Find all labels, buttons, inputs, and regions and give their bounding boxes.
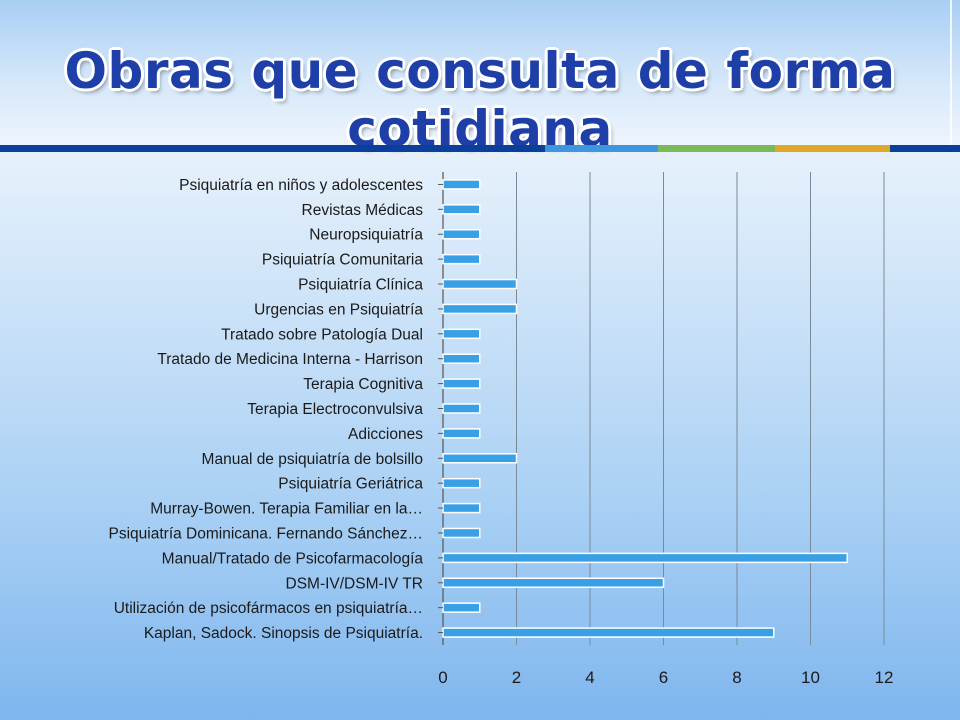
category-label: Adicciones: [348, 426, 423, 443]
bar: [442, 502, 481, 514]
x-tick-label: 8: [732, 668, 741, 687]
band-segment: [658, 145, 775, 152]
x-tick-label: 0: [438, 668, 447, 687]
bar: [442, 602, 481, 613]
bar: [442, 577, 665, 589]
category-label: Tratado de Medicina Interna - Harrison: [157, 351, 423, 368]
bar: [442, 228, 481, 240]
category-label: Psiquiatría Geriátrica: [278, 476, 423, 493]
category-label: Kaplan, Sadock. Sinopsis de Psiquiatría.: [144, 625, 423, 642]
band-segment: [775, 145, 890, 152]
header-edge-line: [950, 0, 952, 145]
x-tick-label: 6: [659, 668, 668, 687]
bar: [442, 278, 518, 290]
x-tick-labels: 0 2 4 6 8 10 12: [438, 668, 893, 687]
category-label: Revistas Médicas: [302, 202, 424, 219]
band-segment: [545, 145, 658, 152]
category-label: Psiquiatría en niños y adolescentes: [179, 177, 423, 194]
category-label: Urgencias en Psiquiatría: [254, 301, 423, 318]
slide-header: [0, 0, 960, 145]
bar: [442, 552, 848, 564]
bar: [442, 403, 481, 414]
bar: [442, 353, 481, 364]
bar: [442, 627, 775, 638]
category-label: Psiquiatría Comunitaria: [262, 252, 423, 269]
category-label: Manual/Tratado de Psicofarmacología: [162, 550, 424, 567]
category-label: Terapia Cognitiva: [303, 376, 423, 393]
bars: [438, 179, 848, 638]
category-label: DSM-IV/DSM-IV TR: [286, 575, 424, 592]
bar: [442, 303, 518, 315]
x-tick-label: 10: [801, 668, 820, 687]
bar: [442, 253, 481, 265]
x-tick-label: 12: [875, 668, 894, 687]
grid-lines: [442, 172, 885, 645]
category-label: Tratado sobre Patología Dual: [221, 326, 423, 343]
category-label: Psiquiatría Clínica: [298, 277, 423, 294]
band-segment: [890, 145, 960, 152]
category-label: Neuropsiquiatría: [309, 227, 423, 244]
category-label: Utilización de psicofármacos en psiquiat…: [114, 600, 423, 617]
bar: [442, 378, 481, 389]
band-segment: [0, 145, 545, 152]
category-label: Psiquiatría Dominicana. Fernando Sánchez…: [109, 525, 423, 542]
slide-title: Obras que consulta de forma cotidiana: [64, 42, 896, 158]
category-labels: Psiquiatría en niños y adolescentes Revis…: [109, 177, 424, 642]
bar: [442, 477, 481, 489]
bar: [442, 179, 481, 190]
bar: [442, 428, 481, 439]
x-tick-label: 4: [585, 668, 594, 687]
category-label: Manual de psiquiatría de bolsillo: [202, 451, 423, 468]
bar: [442, 328, 481, 340]
category-label: Terapia Electroconvulsiva: [247, 401, 423, 418]
bar: [442, 453, 518, 464]
bar: [442, 204, 481, 215]
bar: [442, 527, 481, 539]
category-label: Murray-Bowen. Terapia Familiar en la…: [150, 501, 423, 518]
x-tick-label: 2: [512, 668, 521, 687]
